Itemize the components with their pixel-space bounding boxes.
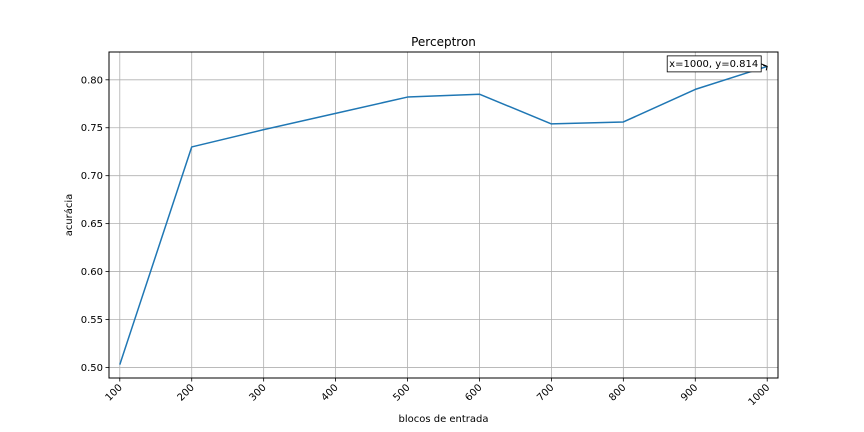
annotation: x=1000, y=0.814 bbox=[666, 55, 768, 73]
x-tick-label: 200 bbox=[176, 382, 197, 403]
y-axis: 0.50 0.55 0.60 0.65 0.70 0.75 0.80 bbox=[81, 75, 109, 374]
annotation-text: x=1000, y=0.814 bbox=[669, 59, 758, 70]
y-tick-label: 0.60 bbox=[81, 267, 103, 278]
y-tick-label: 0.75 bbox=[81, 123, 103, 134]
x-axis-label: blocos de entrada bbox=[398, 414, 488, 425]
y-tick-label: 0.55 bbox=[81, 315, 103, 326]
x-tick-label: 800 bbox=[607, 382, 628, 403]
x-tick-label: 700 bbox=[535, 382, 556, 403]
y-tick-label: 0.65 bbox=[81, 219, 103, 230]
y-tick-label: 0.50 bbox=[81, 363, 103, 374]
x-tick-label: 100 bbox=[104, 382, 125, 403]
x-tick-label: 1000 bbox=[747, 382, 773, 408]
y-tick-label: 0.70 bbox=[81, 171, 103, 182]
annotation-arrow bbox=[761, 63, 768, 71]
plot-frame bbox=[108, 51, 779, 379]
series-line bbox=[119, 65, 768, 365]
x-tick-label: 400 bbox=[319, 382, 340, 403]
series-layer bbox=[119, 65, 768, 365]
y-axis-label: acurácia bbox=[63, 194, 75, 237]
x-tick-label: 500 bbox=[391, 382, 412, 403]
x-tick-label: 900 bbox=[679, 382, 700, 403]
x-tick-label: 300 bbox=[248, 382, 269, 403]
y-tick-label: 0.80 bbox=[81, 75, 103, 86]
grid bbox=[109, 52, 778, 378]
x-axis: 100 200 300 400 500 600 700 800 900 1000 bbox=[104, 378, 773, 408]
x-tick-label: 600 bbox=[463, 382, 484, 403]
chart-title: Perceptron bbox=[411, 35, 476, 49]
